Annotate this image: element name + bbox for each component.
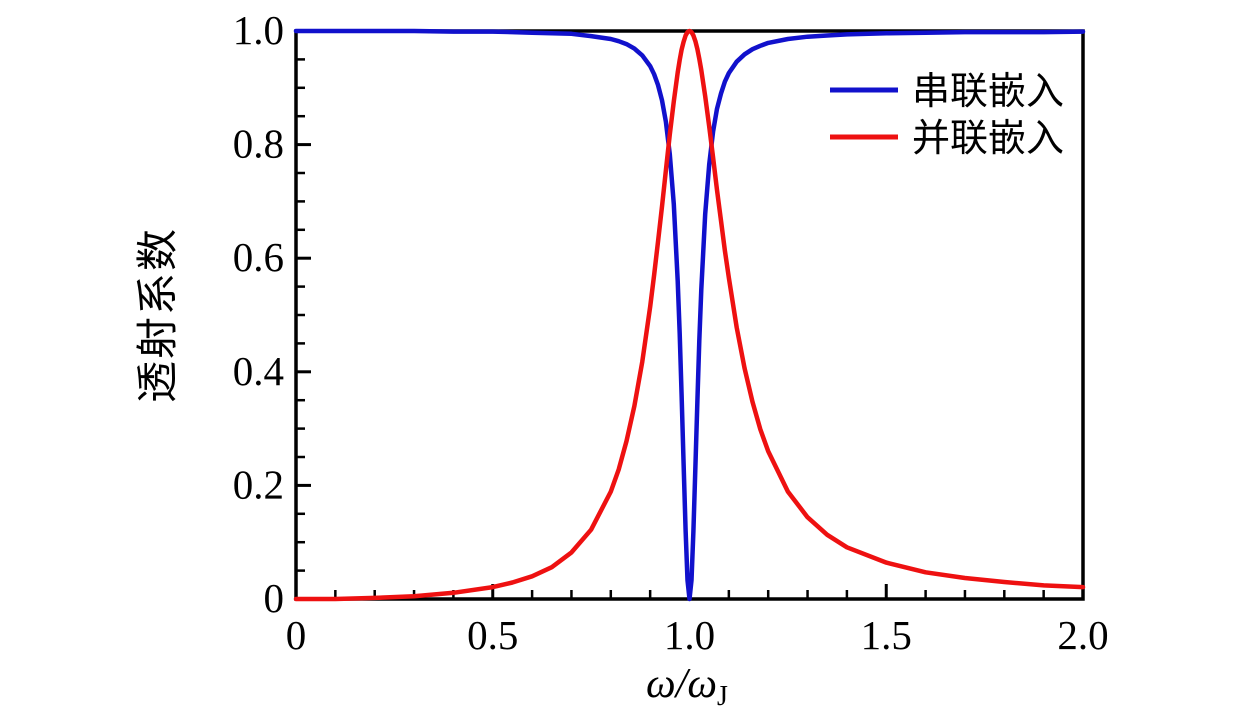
axis-ticks bbox=[294, 29, 1085, 601]
x-tick-label: 1.0 bbox=[664, 612, 715, 658]
y-tick-label: 0.8 bbox=[233, 121, 284, 167]
y-tick-label: 0.4 bbox=[233, 348, 284, 394]
plot-frame bbox=[294, 29, 1085, 601]
x-axis-label-main: ω/ω bbox=[646, 661, 717, 707]
y-axis-label: 透射系数 bbox=[136, 227, 182, 403]
x-tick-label: 1.5 bbox=[861, 612, 912, 658]
y-tick-label: 0.6 bbox=[233, 234, 284, 280]
x-axis-label-subscript: J bbox=[717, 681, 728, 712]
y-tick-label: 0.2 bbox=[233, 461, 284, 507]
curve-series-embedding bbox=[293, 28, 1086, 602]
y-tick-label: 0 bbox=[264, 575, 285, 621]
tick-labels: 0 0.5 1.0 1.5 2.0 0 0.2 0.4 0.6 0.8 1.0 bbox=[233, 7, 1109, 658]
x-tick-label: 2.0 bbox=[1057, 612, 1108, 658]
y-tick-label: 1.0 bbox=[233, 7, 284, 53]
curves-layer bbox=[293, 28, 1086, 602]
curve-parallel-embedding bbox=[293, 28, 1086, 602]
x-tick-label: 0.5 bbox=[467, 612, 518, 658]
x-axis-label: ω/ωJ bbox=[646, 661, 728, 712]
legend: 串联嵌入 并联嵌入 bbox=[830, 71, 1064, 160]
x-tick-label: 0 bbox=[286, 612, 307, 658]
legend-label-series-embedding: 串联嵌入 bbox=[912, 71, 1064, 113]
legend-label-parallel-embedding: 并联嵌入 bbox=[912, 118, 1064, 160]
